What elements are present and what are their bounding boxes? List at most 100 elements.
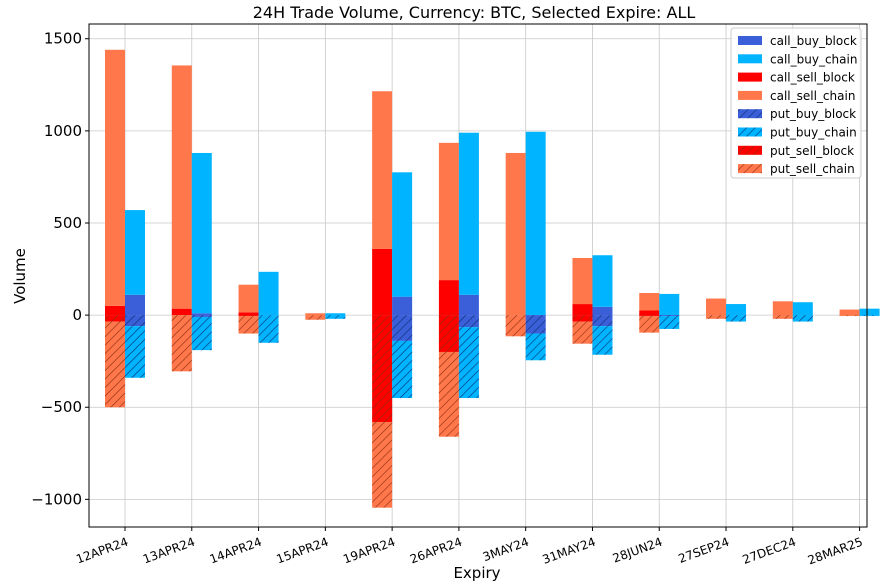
bar-call-sell-chain (372, 91, 393, 249)
bar-call-sell-chain (706, 298, 727, 316)
x-axis: 12APR24 13APR24 14APR24 15APR24 19APR24 26APR… (74, 527, 865, 568)
bar-call-buy-chain (525, 131, 546, 316)
bar-hatch (592, 326, 613, 355)
bar-hatch (505, 315, 526, 337)
legend-box (730, 27, 862, 179)
x-tick-label: 26APR24 (408, 535, 464, 567)
bar-hatch (372, 421, 393, 508)
bar-hatch (372, 315, 393, 422)
legend-label: put_sell_block (770, 144, 854, 158)
bar-call-buy-chain (859, 308, 880, 316)
bar-hatch (792, 315, 813, 322)
bar-call-sell-block (238, 312, 259, 316)
bar-hatch (438, 351, 459, 437)
x-tick-label: 12APR24 (74, 535, 130, 567)
bar-hatch (572, 321, 593, 344)
x-axis-label: Expiry (453, 564, 500, 582)
legend-label: call_buy_chain (770, 52, 857, 66)
bar-call-buy-block (191, 313, 212, 316)
bar-call-sell-chain (305, 313, 326, 316)
bar-hatch (525, 315, 546, 334)
x-tick-label: 19APR24 (341, 535, 397, 567)
legend-swatch (738, 54, 762, 64)
bar-call-buy-chain (592, 255, 613, 307)
bar-call-buy-chain (191, 152, 212, 314)
bar-call-sell-chain (105, 49, 125, 306)
bar-hatch (706, 315, 727, 319)
x-tick-label: 13APR24 (141, 535, 197, 567)
bar-call-sell-block (372, 248, 393, 316)
bar-hatch (458, 327, 479, 399)
bar-hatch (772, 315, 793, 319)
bar-hatch (105, 321, 125, 408)
bar-hatch (171, 315, 192, 372)
legend: call_buy_block call_buy_chain call_sell_bl… (730, 27, 862, 179)
bar-call-buy-chain (659, 293, 680, 316)
legend-swatch-hatch (738, 127, 762, 137)
x-tick-label: 3MAY24 (481, 535, 531, 565)
x-tick-label: 28MAR25 (806, 535, 865, 568)
chart-title: 24H Trade Volume, Currency: BTC, Selecte… (253, 3, 696, 22)
bar-call-buy-block (592, 306, 613, 316)
bar-hatch (525, 333, 546, 361)
y-tick-label: 1500 (44, 30, 82, 48)
x-tick-label: 27SEP24 (676, 535, 731, 566)
bars (105, 49, 880, 508)
y-tick-label: 1000 (44, 122, 82, 140)
bar-hatch (125, 326, 145, 378)
bar-call-sell-chain (438, 142, 459, 281)
bar-call-buy-chain (325, 313, 346, 316)
bar-call-buy-chain (392, 172, 413, 297)
bar-hatch (305, 315, 326, 320)
y-axis-label: Volume (11, 248, 29, 304)
bar-call-buy-block (458, 294, 479, 316)
bar-hatch (839, 315, 860, 317)
bar-hatch (639, 315, 660, 317)
bar-hatch (458, 315, 479, 328)
legend-label: put_buy_chain (770, 126, 857, 140)
x-tick-label: 28JUN24 (611, 535, 665, 566)
x-tick-label: 27DEC24 (741, 535, 798, 567)
bar-call-sell-block (438, 280, 459, 316)
bar-hatch (438, 315, 459, 352)
bar-hatch (392, 315, 413, 341)
legend-swatch (738, 72, 762, 82)
bar-call-sell-block (572, 304, 593, 316)
bar-call-sell-chain (639, 293, 660, 311)
legend-label: call_sell_block (770, 71, 855, 85)
bar-hatch (659, 316, 680, 329)
bar-call-buy-chain (726, 304, 747, 316)
bar-call-buy-chain (125, 210, 145, 295)
bar-call-buy-block (125, 294, 145, 316)
bar-hatch (191, 315, 212, 317)
bar-call-sell-block (639, 310, 660, 316)
bar-hatch (726, 315, 747, 322)
legend-swatch (738, 36, 762, 45)
bar-call-sell-chain (171, 65, 192, 309)
bar-call-buy-chain (792, 302, 813, 316)
x-tick-label: 15APR24 (275, 535, 331, 567)
legend-label: call_buy_block (770, 34, 857, 48)
bar-hatch (238, 315, 259, 317)
legend-swatch-hatch (738, 109, 762, 119)
bar-hatch (238, 316, 259, 334)
plot-frame (88, 23, 868, 528)
bar-hatch (392, 340, 413, 399)
y-tick-label: −500 (41, 398, 82, 416)
y-tick-label: 500 (53, 214, 82, 232)
bar-call-sell-block (105, 305, 125, 316)
legend-swatch-hatch (738, 145, 762, 155)
bar-hatch (659, 315, 680, 317)
bar-call-sell-chain (772, 301, 793, 316)
bar-hatch (325, 315, 346, 319)
bar-hatch (105, 315, 125, 322)
x-tick-label: 14APR24 (208, 535, 264, 567)
bar-hatch (258, 315, 279, 343)
bar-hatch (572, 315, 593, 322)
bar-call-sell-chain (505, 152, 526, 316)
bar-hatch (859, 315, 880, 317)
bar-call-sell-block (171, 308, 192, 316)
bar-call-sell-chain (839, 309, 860, 316)
bar-call-buy-block (392, 296, 413, 316)
legend-swatch (738, 90, 762, 100)
